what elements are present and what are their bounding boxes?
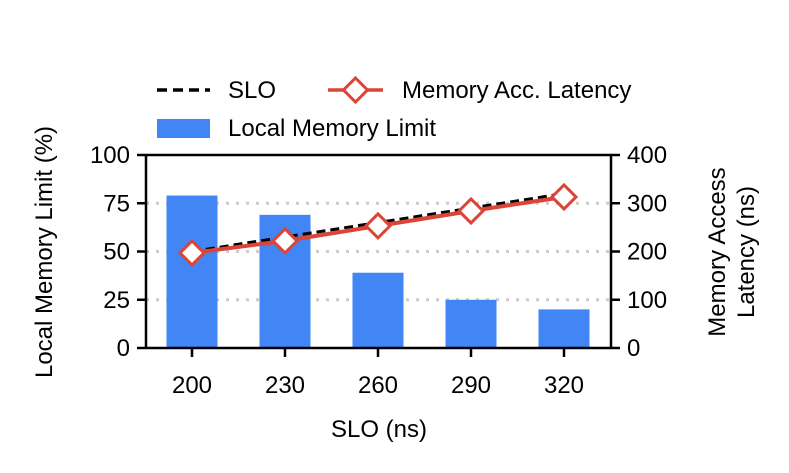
- x-tick-label-320: 320: [544, 372, 584, 399]
- right-tick-label-1: 100: [627, 287, 667, 314]
- latency-marker-320: [549, 182, 579, 212]
- right-axis-label-line1: Memory Access: [704, 167, 731, 336]
- bars: [166, 195, 590, 348]
- right-axis-label-line2: Latency (ns): [733, 186, 760, 318]
- right-tick-label-4: 400: [627, 142, 667, 169]
- latency-marker-290: [456, 196, 486, 226]
- bar-290: [445, 299, 497, 348]
- x-tick-label-230: 230: [265, 372, 305, 399]
- latency-marker-260: [363, 211, 393, 241]
- right-tick-label-3: 300: [627, 190, 667, 217]
- left-tick-label-2: 50: [103, 239, 130, 266]
- right-tick-label-2: 200: [627, 239, 667, 266]
- latency-marker-230: [270, 226, 300, 256]
- legend-latency-label: Memory Acc. Latency: [402, 77, 631, 104]
- bar-200: [166, 195, 218, 348]
- left-tick-label-1: 25: [103, 287, 130, 314]
- right-axis-ticks: 0 100 200 300 400: [611, 142, 667, 362]
- x-tick-label-200: 200: [172, 372, 212, 399]
- legend-slo-label: SLO: [228, 77, 276, 104]
- legend-bar-label: Local Memory Limit: [228, 115, 436, 142]
- left-axis-label: Local Memory Limit (%): [31, 126, 58, 378]
- x-axis-ticks: 200 230 260 290 320: [172, 348, 584, 399]
- legend: SLO Memory Acc. Latency Local Memory Lim…: [157, 75, 631, 142]
- bar-320: [538, 309, 590, 348]
- left-tick-label-4: 100: [90, 142, 130, 169]
- left-axis-ticks: 0 25 50 75 100: [90, 142, 146, 362]
- left-tick-label-0: 0: [117, 335, 130, 362]
- bar-260: [352, 272, 404, 348]
- x-tick-label-290: 290: [451, 372, 491, 399]
- lines: [177, 182, 579, 268]
- left-tick-label-3: 75: [103, 190, 130, 217]
- latency-marker-200: [177, 238, 207, 268]
- legend-latency-swatch-marker: [341, 75, 370, 105]
- x-tick-label-260: 260: [358, 372, 398, 399]
- x-axis-label: SLO (ns): [331, 416, 427, 443]
- legend-bar-swatch: [157, 119, 210, 138]
- right-tick-label-0: 0: [627, 335, 640, 362]
